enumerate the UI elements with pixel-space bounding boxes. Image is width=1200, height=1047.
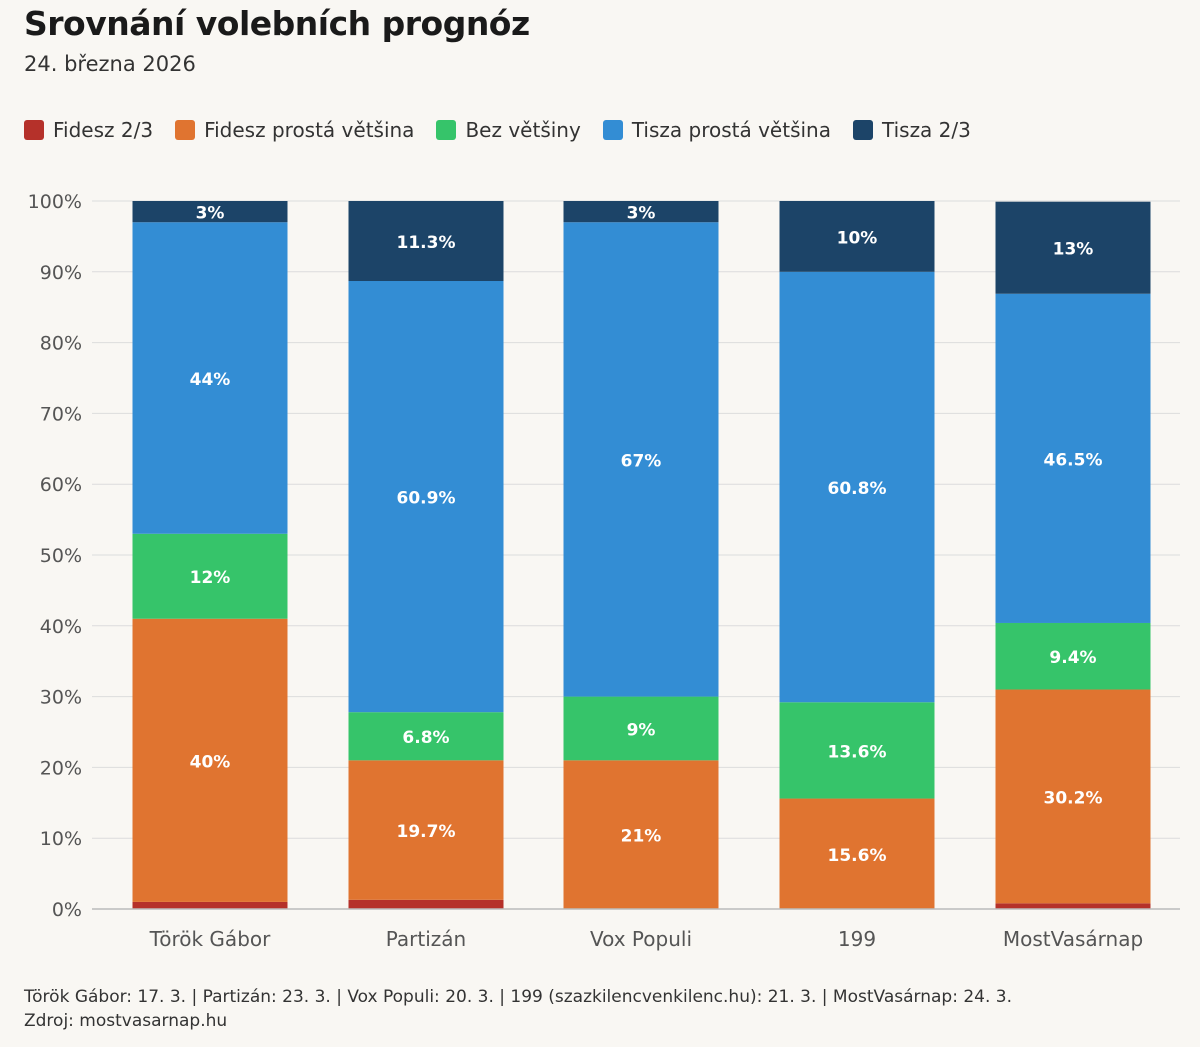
data-label: 67%	[621, 451, 662, 471]
data-label: 9.4%	[1049, 648, 1096, 668]
y-tick-label: 50%	[40, 545, 82, 567]
bar-segment	[995, 293, 1151, 623]
bar-segment	[132, 901, 288, 909]
y-tick-label: 70%	[40, 403, 82, 425]
bar-segment	[779, 702, 935, 799]
legend-item: Fidesz 2/3	[24, 118, 153, 142]
bar-segment	[132, 222, 288, 534]
data-label: 60.8%	[828, 479, 887, 499]
legend-item: Fidesz prostá většina	[175, 118, 414, 142]
y-tick-label: 100%	[28, 191, 82, 213]
y-tick-label: 40%	[40, 616, 82, 638]
y-tick-label: 90%	[40, 262, 82, 284]
data-label: 3%	[196, 204, 225, 224]
data-label: 19.7%	[397, 822, 456, 842]
x-tick-label: MostVasárnap	[1003, 927, 1143, 951]
data-label: 15.6%	[828, 846, 887, 866]
legend-item: Tisza prostá většina	[602, 118, 831, 142]
bar-segment	[348, 760, 504, 900]
bar-segment	[132, 201, 288, 223]
bar-segment	[779, 271, 935, 703]
bar-segment	[563, 696, 719, 761]
footnote-source: Zdroj: mostvasarnap.hu	[24, 1011, 228, 1031]
legend-label: Tisza 2/3	[881, 118, 971, 142]
y-tick-label: 60%	[40, 474, 82, 496]
bar-segment	[563, 760, 719, 909]
legend-item: Tisza 2/3	[852, 118, 971, 142]
data-label: 11.3%	[397, 233, 456, 253]
data-label: 13%	[1053, 240, 1094, 260]
bar-segment	[132, 618, 288, 902]
data-label: 60.9%	[397, 489, 456, 509]
y-tick-label: 0%	[52, 899, 82, 921]
data-label: 12%	[190, 568, 231, 588]
chart-subtitle: 24. března 2026	[24, 52, 196, 76]
x-tick-label: Partizán	[386, 927, 466, 951]
bar-segment	[563, 222, 719, 697]
legend-label: Fidesz 2/3	[53, 118, 154, 142]
data-label: 21%	[621, 827, 662, 847]
legend-label: Tisza prostá většina	[631, 118, 831, 142]
legend: Fidesz 2/3 Fidesz prostá většina Bez větši…	[24, 118, 971, 142]
legend-swatch	[24, 120, 44, 140]
y-tick-label: 30%	[40, 687, 82, 709]
bar-segment	[348, 281, 504, 713]
bar-segment	[348, 201, 504, 282]
bar-segment	[348, 899, 504, 909]
legend-swatch	[175, 120, 196, 140]
bar-segment	[779, 798, 935, 909]
legend-swatch	[436, 120, 457, 140]
x-tick-label: Török Gábor	[149, 927, 271, 951]
x-tick-label: Vox Populi	[590, 927, 692, 951]
data-label: 44%	[190, 370, 231, 390]
data-label: 30.2%	[1044, 788, 1103, 808]
data-label: 3%	[627, 204, 656, 224]
legend-swatch	[852, 120, 873, 140]
legend-label: Fidesz prostá většina	[204, 118, 415, 142]
footnote: Török Gábor: 17. 3. | Partizán: 23. 3. |…	[24, 985, 1012, 1033]
data-label: 6.8%	[402, 728, 449, 748]
bar-segment	[563, 201, 719, 223]
data-label: 46.5%	[1044, 450, 1103, 470]
bar-segment	[348, 712, 504, 761]
bar-segment	[995, 689, 1151, 904]
legend-label: Bez většiny	[465, 118, 581, 142]
bar-segment	[995, 201, 1151, 294]
legend-swatch	[602, 120, 623, 140]
legend-item: Bez většiny	[436, 118, 581, 142]
data-label: 9%	[627, 720, 656, 740]
bar-segment	[132, 533, 288, 619]
footnote-dates: Török Gábor: 17. 3. | Partizán: 23. 3. |…	[24, 987, 1012, 1007]
bar-segment	[779, 201, 935, 272]
bar-segment	[995, 903, 1151, 909]
y-tick-label: 80%	[40, 333, 82, 355]
y-tick-label: 10%	[40, 828, 82, 850]
stacked-bar-chart: 0% 10% 20% 30% 40% 50% 60% 70% 80% 90% 100% 40% 12% 4…	[28, 191, 1180, 951]
x-tick-label: 199	[838, 927, 876, 951]
y-tick-label: 20%	[40, 757, 82, 779]
data-label: 13.6%	[828, 742, 887, 762]
data-label: 40%	[190, 752, 231, 772]
bar-segment	[995, 622, 1151, 690]
chart-title: Srovnání volebních prognóz	[24, 4, 530, 43]
data-label: 10%	[837, 228, 878, 248]
